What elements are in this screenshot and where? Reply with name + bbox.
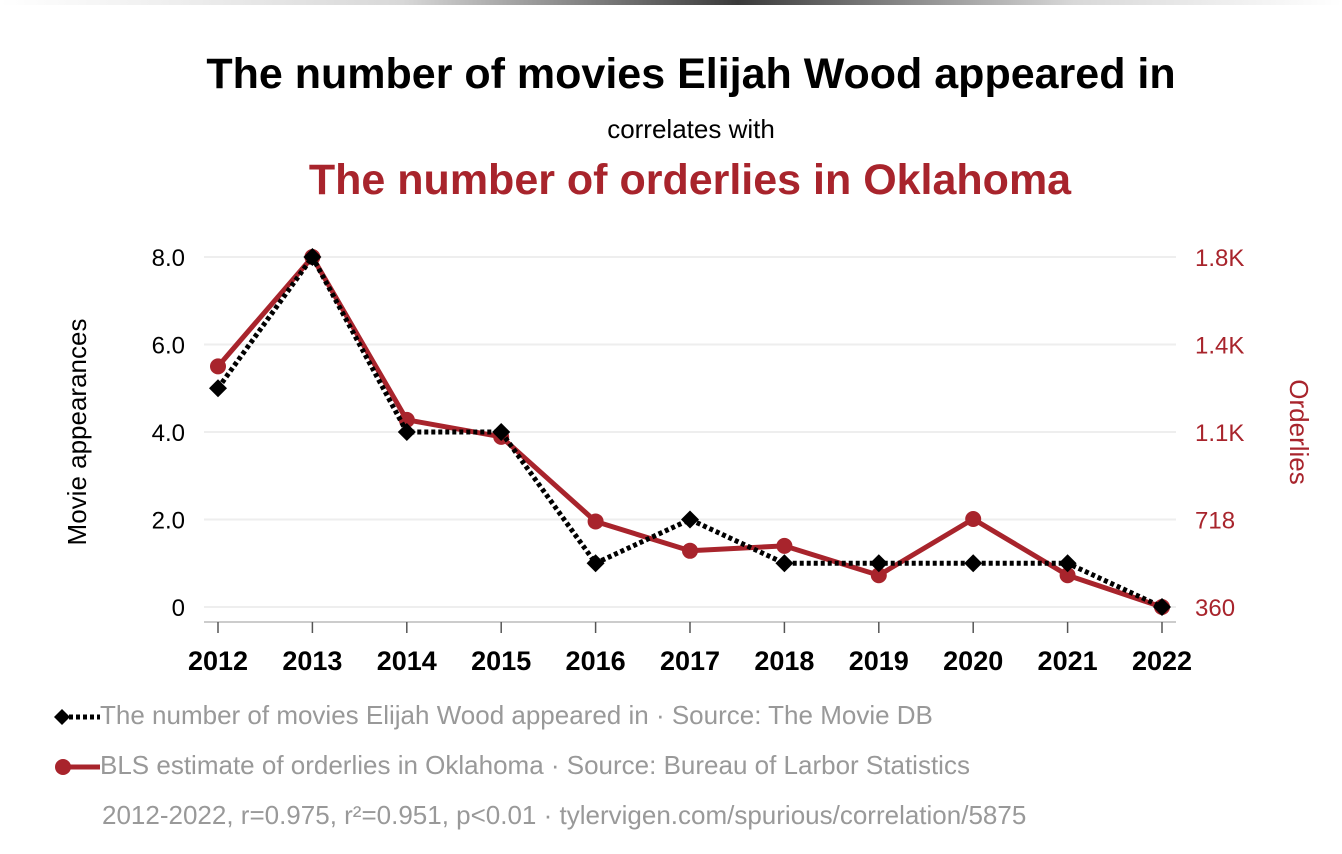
x-tick-label: 2019 bbox=[849, 646, 909, 676]
data-point-movies bbox=[1153, 598, 1171, 616]
legend-swatch-diamond bbox=[54, 709, 100, 726]
x-tick-label: 2014 bbox=[377, 646, 437, 676]
chart-title: The number of movies Elijah Wood appeare… bbox=[206, 50, 1176, 98]
x-tick-label: 2016 bbox=[566, 646, 626, 676]
y2-tick-label: 1.1K bbox=[1195, 420, 1244, 447]
x-tick-label: 2021 bbox=[1038, 646, 1098, 676]
y-axis-title: Movie appearances bbox=[62, 319, 92, 546]
y-tick-label: 8.0 bbox=[152, 245, 185, 272]
series-line-movies bbox=[215, 252, 1164, 610]
x-tick-label: 2018 bbox=[754, 646, 814, 676]
data-point-orderlies bbox=[587, 513, 604, 530]
x-tick-label: 2015 bbox=[471, 646, 531, 676]
x-tick-label: 2012 bbox=[188, 646, 248, 676]
y2-tick-label: 718 bbox=[1195, 508, 1235, 535]
y2-axis-title: Orderlies bbox=[1284, 379, 1314, 484]
x-tick-label: 2013 bbox=[282, 646, 342, 676]
legend-label-orderlies: BLS estimate of orderlies in Oklahoma · … bbox=[100, 750, 970, 780]
legend-swatch-circle bbox=[55, 759, 100, 776]
data-point-movies bbox=[1058, 554, 1077, 573]
y2-tick-label: 1.4K bbox=[1195, 333, 1244, 360]
data-point-movies bbox=[869, 554, 888, 573]
y-tick-label: 0 bbox=[172, 595, 185, 622]
y-tick-label: 4.0 bbox=[152, 420, 185, 447]
data-point-movies bbox=[586, 554, 605, 573]
x-tick-label: 2017 bbox=[660, 646, 720, 676]
data-point-movies bbox=[209, 379, 227, 398]
data-point-movies bbox=[492, 423, 511, 441]
legend-item-movies: The number of movies Elijah Wood appeare… bbox=[54, 700, 933, 731]
data-point-orderlies bbox=[870, 567, 887, 584]
data-point-movies bbox=[303, 248, 322, 266]
data-point-orderlies bbox=[682, 542, 698, 559]
data-point-orderlies bbox=[1059, 567, 1076, 584]
data-point-movies bbox=[964, 554, 983, 573]
chart-title-secondary: The number of orderlies in Oklahoma bbox=[308, 156, 1072, 204]
x-tick-label: 2022 bbox=[1132, 646, 1192, 676]
top-accent-bar bbox=[0, 0, 1342, 5]
data-point-orderlies bbox=[776, 537, 793, 554]
footnote: 2012-2022, r=0.975, r²=0.951, p<0.01 · t… bbox=[102, 800, 1027, 830]
x-tick-label: 2020 bbox=[943, 646, 1003, 676]
data-point-movies bbox=[775, 554, 794, 573]
legend-item-orderlies: BLS estimate of orderlies in Oklahoma · … bbox=[54, 750, 970, 781]
y-tick-label: 2.0 bbox=[152, 508, 185, 535]
data-point-movies bbox=[681, 510, 699, 529]
data-point-orderlies bbox=[210, 358, 226, 375]
legend-label-movies: The number of movies Elijah Wood appeare… bbox=[100, 700, 933, 730]
y2-tick-label: 360 bbox=[1195, 595, 1235, 622]
y-tick-label: 6.0 bbox=[152, 333, 185, 360]
data-point-orderlies bbox=[965, 511, 982, 528]
data-point-movies bbox=[397, 423, 416, 441]
chart-subtitle: correlates with bbox=[607, 114, 775, 144]
y2-tick-label: 1.8K bbox=[1195, 245, 1244, 272]
